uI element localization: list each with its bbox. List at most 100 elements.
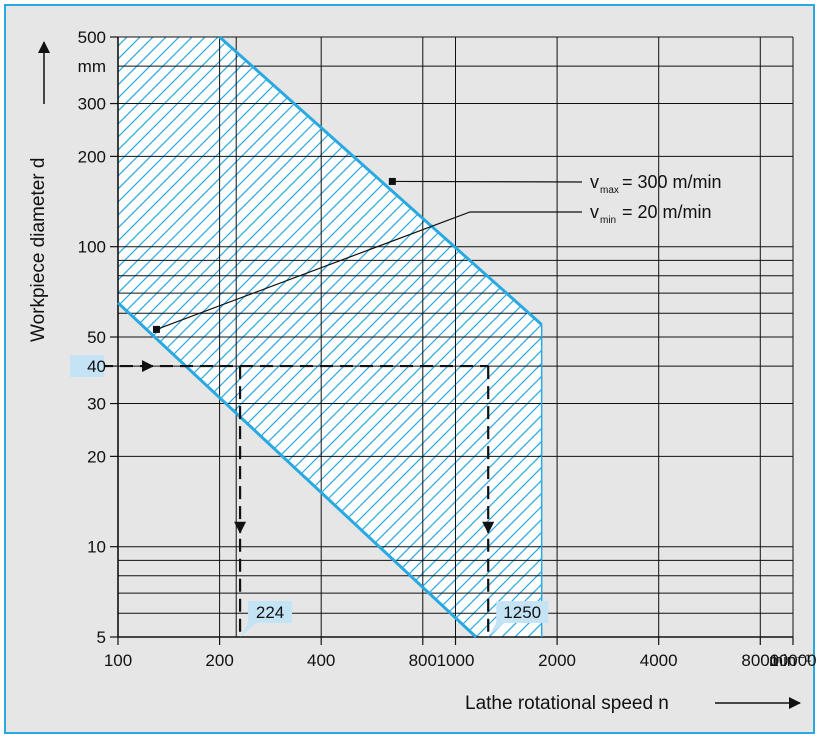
x-axis-label: Lathe rotational speed n: [465, 693, 669, 714]
y-axis-label: Workpiece diameter d: [28, 158, 49, 342]
callout-text: 1250: [503, 603, 541, 622]
x-tick-label: 800: [409, 651, 437, 670]
x-tick-label: 1000: [437, 651, 475, 670]
callout-tag: [240, 601, 293, 637]
x-tick-label: 100: [104, 651, 132, 670]
hatch-line: [634, 0, 819, 700]
hatch-line: [516, 37, 542, 637]
hatch-line: [699, 0, 819, 700]
hatch-line: [543, 0, 819, 700]
hatch-line: [118, 37, 360, 637]
callout-n-low: 224: [240, 601, 293, 637]
hatch-line: [0, 0, 73, 700]
hatch-line: [503, 37, 542, 637]
x-tick-label: 400: [307, 651, 335, 670]
series-vmax: [218, 35, 543, 326]
velocity-region-hatch: [0, 0, 819, 700]
hatch-line: [118, 37, 399, 637]
hatch-line: [118, 37, 542, 637]
hatch-line: [764, 0, 819, 700]
annotation-subscript: max: [600, 185, 619, 196]
hatch-line: [118, 37, 282, 637]
hatch-line: [751, 0, 819, 700]
hatch-line: [686, 0, 819, 700]
hatch-line: [608, 0, 819, 700]
y-unit-label: mm: [78, 57, 106, 76]
hatch-line: [118, 37, 542, 637]
y-tick-label: 500: [78, 28, 106, 47]
hatch-line: [118, 37, 269, 637]
hatch-line: [118, 37, 386, 637]
example-d-highlight: [70, 355, 104, 378]
x-tick-label: 2000: [538, 651, 576, 670]
hatch-line: [373, 37, 542, 637]
hatch-line: [308, 37, 542, 637]
hatch-line: [0, 0, 60, 700]
series-lines: [116, 35, 543, 639]
x-unit-label: min⁻¹: [769, 651, 811, 670]
hatch-line: [725, 0, 819, 700]
series-line: [218, 35, 543, 326]
vmin-leader: [156, 211, 582, 330]
annotation-symbol: v: [590, 172, 599, 192]
hatch-line: [569, 0, 819, 700]
annotation-subscript: min: [600, 215, 616, 226]
hatch-line: [321, 37, 542, 637]
hatch-line: [334, 37, 542, 637]
hatch-line: [118, 37, 542, 637]
hatch-line: [118, 37, 256, 637]
annotation-vmin: v min = 20 m/min: [590, 202, 712, 226]
hatch-line: [777, 0, 819, 700]
y-tick-label: 300: [78, 95, 106, 114]
hatch-line: [118, 37, 334, 637]
callout-n-high: 1250: [488, 601, 549, 637]
y-tick-label: 5: [97, 628, 106, 647]
hatch-line: [118, 37, 321, 637]
hatch-line: [360, 37, 542, 637]
hatch-line: [118, 37, 308, 637]
hatch-line: [0, 0, 86, 700]
vmax-leader: [392, 180, 583, 183]
annotation-value: = 300 m/min: [622, 172, 722, 192]
x-tick-label: 10000: [769, 651, 816, 670]
hatch-line: [595, 0, 819, 700]
hatch-line: [118, 37, 295, 637]
hatch-line: [347, 37, 542, 637]
series-line: [116, 301, 478, 639]
x-tick-label: 8000: [741, 651, 779, 670]
y-tick-label: 20: [87, 447, 106, 466]
hatch-line: [621, 0, 819, 700]
hatch-line: [399, 37, 542, 637]
series-vmin: [116, 301, 478, 639]
annotation-vmax: v max = 300 m/min: [590, 172, 722, 196]
hatch-line: [412, 37, 542, 637]
hatch-line: [118, 37, 412, 637]
y-tick-label: 200: [78, 147, 106, 166]
annotation-symbol: v: [590, 202, 599, 222]
y-tick-label: 30: [87, 395, 106, 414]
callout-tag: [488, 601, 549, 637]
hatch-line: [529, 37, 542, 637]
hatch-line: [556, 0, 819, 700]
hatch-line: [790, 0, 819, 700]
hatch-line: [118, 37, 126, 637]
hatch-line: [712, 0, 819, 700]
hatch-line: [118, 37, 347, 637]
x-tick-label: 200: [205, 651, 233, 670]
callout-text: 224: [256, 603, 284, 622]
hatch-line: [118, 37, 373, 637]
annotation-value: = 20 m/min: [622, 202, 712, 222]
x-tick-label: 4000: [640, 651, 678, 670]
hatch-line: [386, 37, 542, 637]
hatch-line: [738, 0, 819, 700]
y-tick-label: 50: [87, 328, 106, 347]
hatch-line: [582, 0, 819, 700]
y-tick-label: 10: [87, 538, 106, 557]
hatch-line: [673, 0, 819, 700]
hatch-line: [118, 37, 243, 637]
y-tick-label: 40: [87, 357, 106, 376]
hatch-line: [660, 0, 819, 700]
